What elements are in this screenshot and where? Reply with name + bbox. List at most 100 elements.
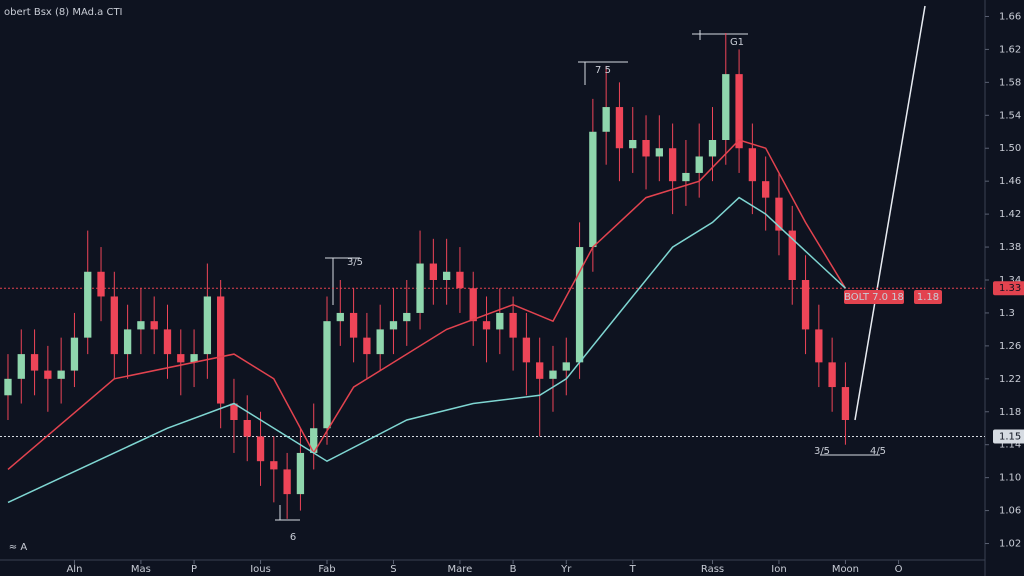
y-tick-label: 1.3 bbox=[999, 308, 1015, 319]
x-tick-label: Ion bbox=[771, 564, 786, 575]
candle-body bbox=[123, 329, 132, 355]
y-tick-label: 1.06 bbox=[999, 506, 1021, 517]
candle-body bbox=[97, 271, 105, 297]
candle-body bbox=[84, 271, 92, 338]
x-tick-label: O bbox=[895, 564, 903, 575]
candle-body bbox=[642, 140, 650, 157]
candle-body bbox=[695, 156, 703, 173]
candle-body bbox=[283, 469, 291, 495]
annotation: 1.18 bbox=[917, 292, 939, 303]
candle-body bbox=[815, 329, 823, 363]
price-tag bbox=[993, 429, 1024, 444]
price-tag bbox=[993, 281, 1024, 296]
candle-body bbox=[748, 148, 757, 182]
candle-body bbox=[30, 354, 39, 371]
candle-body bbox=[496, 312, 504, 330]
y-tick-label: 1.18 bbox=[999, 407, 1021, 418]
candle-body bbox=[376, 329, 384, 355]
x-tick-label: B bbox=[510, 564, 517, 575]
candle-body bbox=[429, 263, 438, 280]
candle-body bbox=[17, 354, 25, 379]
candle-body bbox=[349, 312, 358, 338]
y-tick-label: 1.62 bbox=[999, 44, 1021, 55]
y-tick-label: 1.34 bbox=[999, 275, 1021, 286]
candle-body bbox=[682, 172, 690, 182]
annotation: 7 5 bbox=[595, 65, 611, 76]
annotation: 4/5 bbox=[870, 446, 886, 457]
annotation: BOLT 7.0 18 bbox=[844, 292, 904, 303]
price-tag-label: 1.15 bbox=[999, 431, 1021, 442]
candle-body bbox=[788, 230, 796, 280]
candle-body bbox=[708, 140, 717, 157]
chart-title: obert Bsx (8) MAd.a CTI bbox=[4, 7, 123, 18]
candle-body bbox=[217, 296, 225, 404]
annotation-box bbox=[914, 290, 942, 304]
y-tick-label: 1.50 bbox=[999, 143, 1021, 154]
annotation: 3/5 bbox=[814, 446, 830, 457]
candle-body bbox=[389, 321, 398, 330]
candle-body bbox=[562, 362, 570, 371]
y-tick-label: 1.66 bbox=[999, 11, 1021, 22]
candle-body bbox=[841, 387, 850, 420]
candle-body bbox=[150, 321, 158, 330]
y-tick-label: 1.02 bbox=[999, 539, 1021, 550]
candle-body bbox=[296, 452, 305, 495]
y-tick-label: 1.22 bbox=[999, 374, 1021, 385]
candle-body bbox=[509, 312, 517, 338]
x-tick-label: Fab bbox=[318, 564, 335, 575]
y-tick-label: 1.10 bbox=[999, 473, 1021, 484]
candle-body bbox=[655, 148, 663, 157]
x-tick-label: Aln bbox=[66, 564, 82, 575]
annotation: 6 bbox=[290, 532, 296, 543]
price-tag-label: 1.33 bbox=[999, 283, 1021, 294]
candle-body bbox=[4, 378, 12, 396]
moving-average bbox=[7, 139, 847, 470]
x-tick-label: Moon bbox=[832, 564, 859, 575]
candle-body bbox=[722, 74, 730, 140]
candle-body bbox=[57, 370, 65, 379]
candle-body bbox=[310, 428, 318, 453]
candle-body bbox=[828, 362, 836, 388]
y-tick-label: 1.26 bbox=[999, 341, 1021, 352]
candle-body bbox=[323, 321, 331, 429]
y-tick-label: 1.46 bbox=[999, 176, 1021, 187]
y-tick-label: 1.58 bbox=[999, 77, 1021, 88]
annotation: ≈ A bbox=[9, 542, 28, 553]
x-tick-label: Yr bbox=[560, 564, 572, 575]
candle-body bbox=[668, 148, 677, 182]
candle-body bbox=[137, 321, 145, 330]
x-tick-label: T bbox=[629, 564, 637, 575]
candle-body bbox=[44, 370, 52, 379]
candle-body bbox=[110, 296, 118, 355]
candle-body bbox=[469, 288, 477, 322]
x-tick-label: Ious bbox=[250, 564, 271, 575]
candle-body bbox=[522, 337, 531, 363]
candle-body bbox=[602, 107, 610, 132]
candle-body bbox=[801, 280, 810, 330]
x-tick-label: Mare bbox=[448, 564, 473, 575]
trend-line bbox=[854, 5, 926, 421]
candle-body bbox=[762, 181, 770, 198]
marker-brackets bbox=[275, 30, 880, 521]
x-tick-label: P bbox=[191, 564, 197, 575]
candle-body bbox=[735, 74, 743, 149]
candle-body bbox=[536, 362, 544, 379]
annotation-box bbox=[844, 290, 904, 304]
y-tick-label: 1.42 bbox=[999, 209, 1021, 220]
annotation: G1 bbox=[730, 37, 744, 48]
candle-body bbox=[230, 403, 238, 420]
candle-body bbox=[589, 131, 597, 248]
candle-body bbox=[190, 354, 198, 363]
x-tick-label: Mas bbox=[131, 564, 151, 575]
candle-body bbox=[270, 461, 278, 470]
candle-body bbox=[177, 354, 185, 363]
candle-body bbox=[482, 321, 491, 330]
candle-body bbox=[203, 296, 212, 355]
y-tick-label: 1.38 bbox=[999, 242, 1021, 253]
moving-average bbox=[7, 196, 846, 504]
candle-body bbox=[775, 197, 783, 231]
candle-body bbox=[615, 107, 624, 149]
candle-body bbox=[363, 337, 371, 355]
